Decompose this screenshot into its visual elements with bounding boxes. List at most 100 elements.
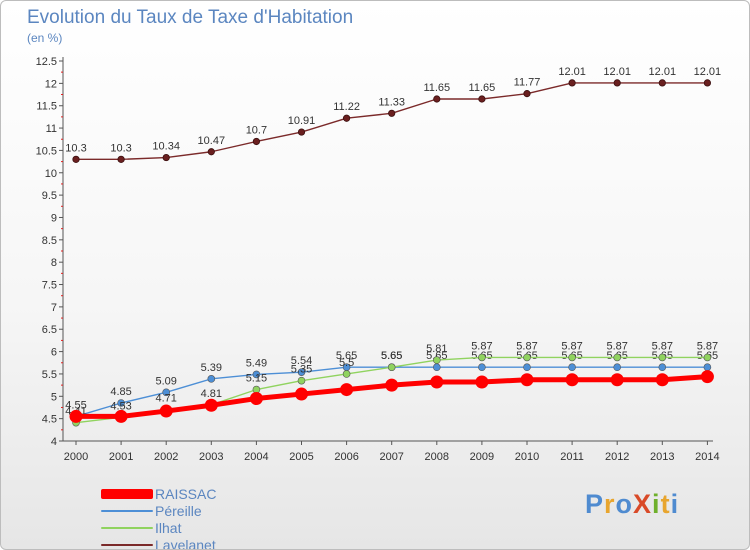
data-label: 4.53 xyxy=(110,400,131,412)
x-tick-label: 2012 xyxy=(605,451,629,463)
data-label: 4.71 xyxy=(155,392,176,404)
data-point xyxy=(565,373,579,387)
legend-swatch xyxy=(101,488,153,499)
data-label: 5.54 xyxy=(291,355,312,367)
chart-legend: RAISSAC Péreille Ilhat Lavelanet xyxy=(101,485,216,549)
data-label: 10.47 xyxy=(198,135,226,147)
data-point xyxy=(117,155,125,163)
y-tick-label: 10.5 xyxy=(36,145,57,157)
y-tick-label: 10 xyxy=(45,168,57,180)
legend-swatch xyxy=(101,526,153,529)
x-tick-label: 2013 xyxy=(650,451,674,463)
data-label: 5.81 xyxy=(426,343,447,355)
data-point xyxy=(295,387,308,401)
data-point xyxy=(385,378,399,392)
data-point xyxy=(162,153,170,162)
legend-item: RAISSAC xyxy=(101,485,216,502)
y-tick-label: 8.5 xyxy=(42,235,57,247)
x-tick-label: 2006 xyxy=(334,451,358,463)
data-point xyxy=(69,409,83,423)
data-label: 12.01 xyxy=(694,66,722,78)
data-label: 12.01 xyxy=(558,66,586,78)
y-tick-label: 9.5 xyxy=(42,190,57,202)
logo-letter: X xyxy=(633,489,653,519)
data-point xyxy=(297,376,306,385)
data-label: 5.49 xyxy=(246,357,267,369)
data-point xyxy=(342,370,351,378)
legend-swatch xyxy=(101,543,153,546)
data-label: 5.87 xyxy=(697,340,718,352)
x-tick-label: 2005 xyxy=(289,451,313,463)
legend-label: RAISSAC xyxy=(155,485,217,502)
data-label: 10.91 xyxy=(288,115,316,127)
x-tick-label: 2011 xyxy=(560,451,584,463)
data-label: 5.65 xyxy=(336,350,357,362)
legend-label: Ilhat xyxy=(155,519,182,536)
data-point xyxy=(340,383,354,397)
data-point xyxy=(703,79,712,87)
x-tick-label: 2010 xyxy=(515,451,539,463)
data-point xyxy=(297,128,306,136)
y-tick-label: 5.5 xyxy=(42,369,57,381)
data-point xyxy=(613,363,622,372)
data-point xyxy=(523,363,531,372)
data-point xyxy=(568,363,576,372)
chart-subtitle: (en %) xyxy=(27,31,63,45)
data-point xyxy=(430,375,444,389)
data-label: 5.09 xyxy=(155,375,176,387)
data-label: 10.3 xyxy=(65,142,86,154)
y-tick-label: 8 xyxy=(51,257,57,269)
logo-letter: i xyxy=(670,489,680,519)
data-point xyxy=(387,363,396,372)
y-tick-label: 12 xyxy=(45,78,57,90)
data-point xyxy=(433,95,441,103)
data-label: 10.34 xyxy=(152,141,180,153)
data-point xyxy=(342,114,351,122)
data-point xyxy=(432,363,441,372)
data-point xyxy=(658,79,666,87)
data-point xyxy=(388,109,396,117)
data-point xyxy=(114,409,128,423)
data-label: 5.87 xyxy=(516,340,537,352)
x-tick-label: 2003 xyxy=(199,451,223,463)
logo-letter: i xyxy=(652,489,661,519)
x-tick-label: 2000 xyxy=(64,451,88,463)
y-tick-label: 6.5 xyxy=(42,324,57,336)
data-label: 5.87 xyxy=(471,340,492,352)
data-point xyxy=(655,373,669,387)
y-tick-label: 6 xyxy=(51,347,57,359)
data-point xyxy=(478,363,486,372)
y-tick-label: 5 xyxy=(51,391,57,403)
data-point xyxy=(610,373,624,387)
data-label: 4.81 xyxy=(201,388,222,400)
data-point xyxy=(117,399,125,407)
data-label: 4.55 xyxy=(65,399,86,411)
data-label: 5.65 xyxy=(381,350,402,362)
legend-item: Ilhat xyxy=(101,519,216,536)
x-tick-label: 2001 xyxy=(109,451,133,463)
data-point xyxy=(475,375,489,389)
data-point xyxy=(478,353,486,362)
chart-title: Evolution du Taux de Taxe d'Habitation xyxy=(27,7,354,28)
legend-swatch xyxy=(101,509,153,512)
data-point xyxy=(568,79,576,87)
data-label: 12.01 xyxy=(603,66,631,78)
logo-letter: P xyxy=(585,489,605,519)
data-label: 5.39 xyxy=(201,362,222,374)
data-label: 11.65 xyxy=(423,82,450,94)
data-label: 10.7 xyxy=(246,124,267,136)
data-point xyxy=(162,388,170,397)
data-point xyxy=(432,356,441,364)
data-point xyxy=(72,155,80,163)
data-point xyxy=(700,370,714,384)
data-point xyxy=(252,137,260,146)
data-label: 5.35 xyxy=(291,364,312,376)
data-point xyxy=(249,392,263,406)
logo-letter: r xyxy=(604,489,616,519)
data-label: 10.3 xyxy=(110,142,131,154)
y-tick-label: 12.5 xyxy=(36,56,57,68)
x-tick-label: 2008 xyxy=(425,451,449,463)
data-label: 11.77 xyxy=(514,77,541,89)
